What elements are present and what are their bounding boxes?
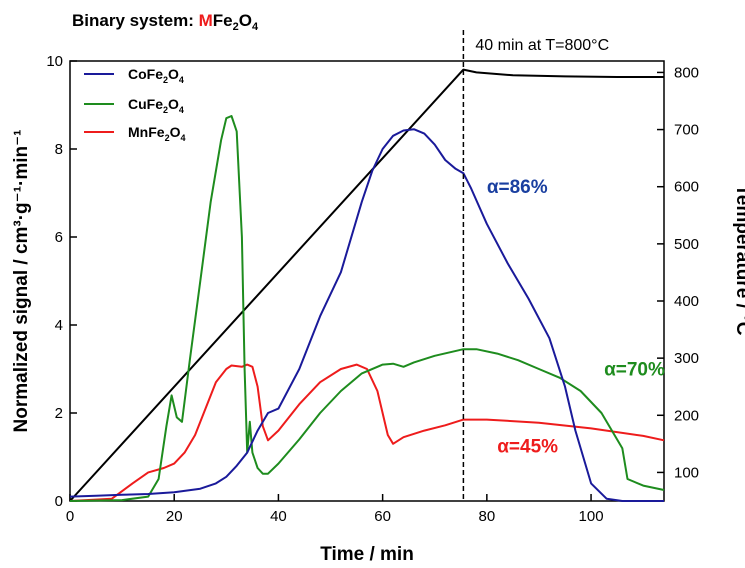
legend: CoFe2O4 CuFe2O4 MnFe2O4 — [84, 66, 185, 143]
series-layer — [69, 68, 665, 502]
x-axis-title: Time / min — [320, 544, 414, 565]
y2-tick-label: 500 — [674, 236, 699, 253]
y-tick-label: 4 — [55, 317, 63, 334]
series-line-cufeo — [69, 115, 665, 502]
legend-label-cufe2o4: CuFe2O4 — [128, 96, 184, 115]
x-tick-label: 60 — [374, 508, 391, 525]
series-line-mnfeo — [69, 363, 665, 502]
y-tick-label: 0 — [55, 493, 63, 510]
conversion-annotation: α=45% — [497, 437, 558, 458]
y2-tick-label: 700 — [674, 122, 699, 139]
series-line-temperature — [69, 68, 664, 502]
conversion-annotation: α=86% — [487, 177, 548, 198]
vline-layer: 40 min at T=800°C — [462, 30, 609, 501]
y-tick-label: 8 — [55, 141, 63, 158]
y2-tick-label: 400 — [674, 293, 699, 310]
series-line-cofeo — [69, 128, 664, 502]
x-tick-label: 0 — [66, 508, 74, 525]
hold-marker-label: 40 min at T=800°C — [475, 37, 609, 54]
y2-tick-label: 100 — [674, 464, 699, 481]
y-tick-label: 10 — [46, 53, 63, 70]
x-tick-label: 100 — [579, 508, 604, 525]
annotation-layer: α=86% α=70% α=45% — [487, 177, 665, 458]
title-o: O — [239, 11, 252, 30]
title-prefix: Binary system: — [72, 11, 199, 30]
y-tick-label: 2 — [55, 405, 63, 422]
y2-tick-label: 600 — [674, 179, 699, 196]
title-fe: Fe — [213, 11, 233, 30]
legend-label-cofe2o4: CoFe2O4 — [128, 66, 184, 85]
conversion-annotation: α=70% — [604, 360, 665, 381]
title-sub2: 2 — [233, 21, 239, 33]
y-axis-title: Normalized signal / cm³·g⁻¹·min⁻¹ — [11, 130, 32, 433]
y2-tick-label: 800 — [674, 64, 699, 81]
y2-tick-label: 200 — [674, 407, 699, 424]
y2-axis-title: Temperature / °C — [732, 185, 745, 336]
y2-tick-label: 300 — [674, 350, 699, 367]
legend-label-mnfe2o4: MnFe2O4 — [128, 124, 185, 143]
y-tick-label: 6 — [55, 229, 63, 246]
ticks-layer: 0 20 40 60 80 100 0 2 4 6 8 10 100 200 300 400 500 600 700… — [46, 53, 699, 525]
plot-frame — [69, 60, 665, 502]
x-tick-label: 80 — [478, 508, 495, 525]
title-m: M — [199, 11, 213, 30]
x-tick-label: 20 — [166, 508, 183, 525]
x-tick-label: 40 — [270, 508, 287, 525]
title-sub4: 4 — [252, 21, 259, 33]
chart-title: Binary system: MFe2O4 — [72, 11, 259, 33]
